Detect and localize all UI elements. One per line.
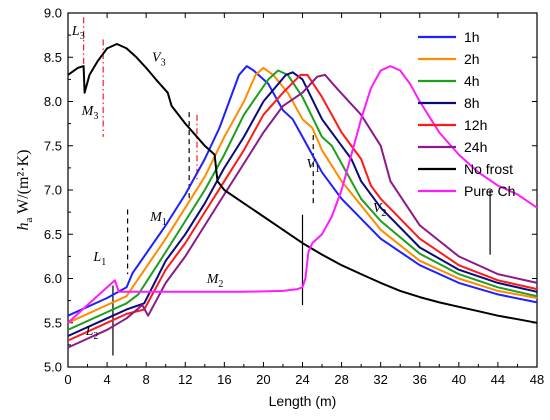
y-tick-label: 5.5 (44, 315, 62, 330)
x-tick-label: 8 (143, 372, 150, 387)
axis-ticks: 0 4 8 12 16 20 24 28 32 36 40 44 485.05.56.06.57.07.… (44, 6, 544, 388)
series-line-24h (67, 73, 538, 349)
x-axis-label: Length (m) (269, 393, 337, 409)
marker-lines (83, 17, 491, 356)
x-tick-label: 20 (256, 372, 270, 387)
legend-label: 24h (464, 139, 487, 155)
y-axis-label: ha W/(m²·K) (15, 150, 35, 231)
y-tick-label: 8.5 (44, 50, 62, 65)
series-line-8h (67, 71, 538, 337)
legend-label: 1h (464, 29, 480, 45)
series-line-1h (67, 65, 538, 317)
series-line-12h (67, 73, 538, 342)
series-line-pure-ch (67, 65, 538, 324)
y-tick-label: 7.0 (44, 183, 62, 198)
annotation-M3: M3 (81, 104, 99, 122)
x-tick-label: 36 (413, 372, 427, 387)
legend-label: 8h (464, 95, 480, 111)
x-tick-label: 16 (217, 372, 231, 387)
legend-label: 12h (464, 117, 487, 133)
y-axis-label-text: ha W/(m²·K) (15, 150, 35, 231)
x-tick-label: 48 (530, 372, 544, 387)
x-tick-label: 0 (64, 372, 71, 387)
legend-label: No frost (464, 161, 513, 177)
x-tick-label: 28 (334, 372, 348, 387)
legend-label: 2h (464, 51, 480, 67)
legend: 1h 2h 4h 8h 12h 24h No frost Pure Ch (418, 29, 515, 199)
series-line-2h (67, 66, 538, 324)
y-tick-label: 8.0 (44, 94, 62, 109)
series-line-no-frost (67, 43, 538, 324)
annotation-M2: M2 (206, 272, 224, 290)
annotation-M1: M1 (149, 210, 167, 228)
legend-label: 4h (464, 73, 480, 89)
annotation-L1: L1 (92, 250, 106, 268)
x-tick-label: 32 (373, 372, 387, 387)
y-tick-label: 9.0 (44, 6, 62, 21)
series-lines (67, 43, 538, 349)
annotation-V3: V3 (152, 51, 166, 69)
x-tick-label: 24 (295, 372, 309, 387)
y-tick-label: 5.0 (44, 360, 62, 375)
x-tick-label: 4 (103, 372, 110, 387)
y-tick-label: 6.0 (44, 271, 62, 286)
y-tick-label: 7.5 (44, 138, 62, 153)
x-tick-label: 40 (452, 372, 466, 387)
x-tick-label: 12 (178, 372, 192, 387)
legend-label: Pure Ch (464, 183, 515, 199)
annotation-L3: L3 (71, 24, 85, 42)
y-tick-label: 6.5 (44, 227, 62, 242)
x-tick-label: 44 (491, 372, 505, 387)
series-line-4h (67, 69, 538, 331)
